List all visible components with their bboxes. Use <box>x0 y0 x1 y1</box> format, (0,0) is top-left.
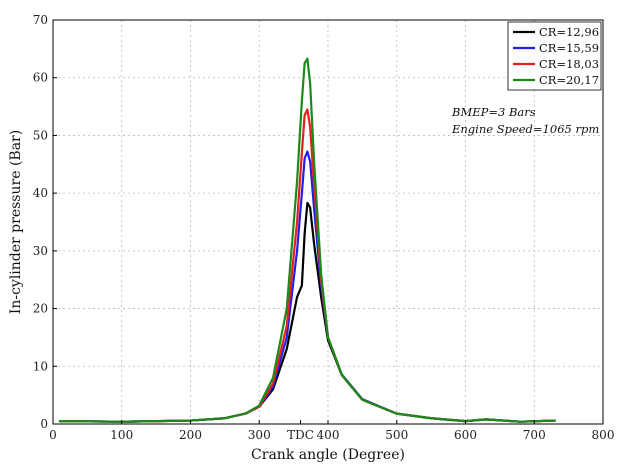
series-line-1 <box>58 150 556 423</box>
series-line-3 <box>58 57 556 423</box>
legend-box <box>507 21 602 91</box>
legend-label-2: CR=18,03 <box>539 57 599 71</box>
x-tick-label: 100 <box>110 428 133 442</box>
annotation-engine-speed: Engine Speed=1065 rpm <box>451 122 599 136</box>
y-tick-label: 0 <box>40 417 48 431</box>
x-tick-label: 200 <box>179 428 202 442</box>
x-tick-label: 800 <box>592 428 615 442</box>
y-tick-label: 70 <box>33 13 48 27</box>
x-axis-label: Crank angle (Degree) <box>251 447 405 463</box>
legend: CR=12,96 CR=15,59 CR=18,03 CR=20,17 <box>507 21 602 91</box>
x-tick-label: TDC <box>287 428 314 442</box>
x-tick-label: 700 <box>523 428 546 442</box>
x-tick-label: 0 <box>49 428 57 442</box>
axis-ticks: 0 100 200 300 TDC 400 500 600 700 800 0 10 20 30 40 50 6… <box>33 13 615 442</box>
legend-label-1: CR=15,59 <box>539 41 599 55</box>
x-tick-label: 300 <box>248 428 271 442</box>
y-tick-label: 30 <box>33 244 48 258</box>
grid <box>53 20 603 424</box>
x-tick-label: 400 <box>317 428 340 442</box>
legend-label-3: CR=20,17 <box>539 73 599 87</box>
series-line-2 <box>58 108 556 423</box>
x-tick-label: 600 <box>454 428 477 442</box>
y-tick-label: 60 <box>33 71 48 85</box>
series-lines <box>58 57 556 423</box>
y-axis-label: In-cylinder pressure (Bar) <box>8 130 24 314</box>
y-tick-label: 50 <box>33 128 48 142</box>
x-tick-label: 500 <box>385 428 408 442</box>
y-tick-label: 20 <box>33 302 48 316</box>
series-line-0 <box>58 201 556 423</box>
y-tick-label: 40 <box>33 186 48 200</box>
legend-label-0: CR=12,96 <box>539 25 599 39</box>
annotation-bmep: BMEP=3 Bars <box>451 105 536 119</box>
y-tick-label: 10 <box>33 359 48 373</box>
